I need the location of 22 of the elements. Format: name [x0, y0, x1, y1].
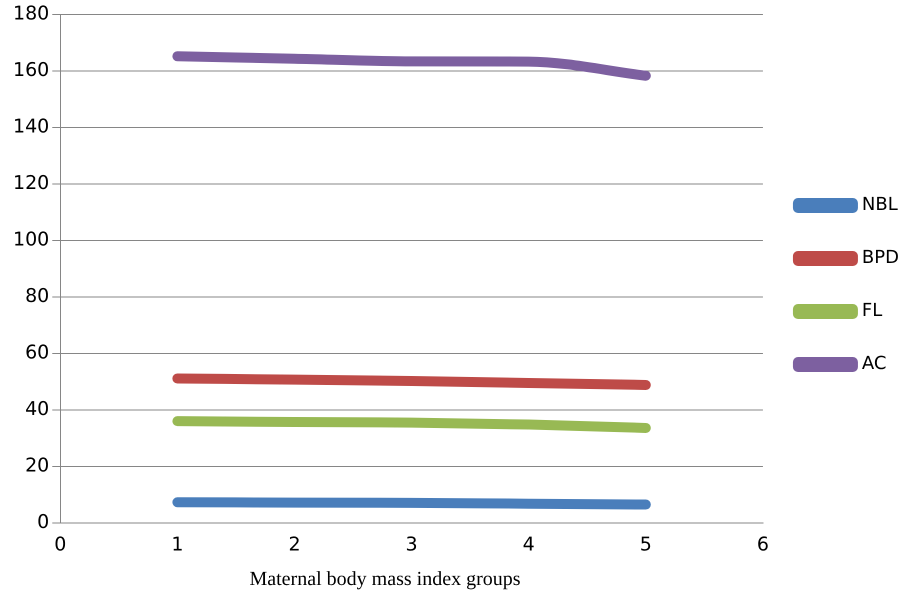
legend-label: FL — [862, 300, 882, 322]
x-tick-label: 2 — [288, 534, 301, 556]
x-tick-label: 5 — [640, 534, 652, 556]
x-tick-label: 6 — [756, 534, 769, 556]
y-tick-label: 60 — [25, 342, 50, 364]
x-tick-label: 0 — [54, 534, 66, 556]
y-tick-label: 80 — [25, 285, 50, 308]
x-axis-title: Maternal body mass index groups — [248, 568, 522, 591]
x-tick-label: 4 — [522, 534, 535, 556]
y-tick-label: 0 — [37, 511, 50, 534]
y-tick-label: 140 — [13, 115, 50, 138]
y-tick-label: 100 — [13, 228, 50, 250]
y-tick-label: 120 — [13, 172, 50, 194]
x-tick-label: 1 — [171, 534, 184, 556]
legend-label: AC — [862, 353, 887, 374]
y-tick-label: 160 — [13, 58, 50, 81]
x-tick-label: 3 — [406, 534, 418, 556]
y-tick-label: 40 — [25, 398, 50, 420]
legend-label: NBL — [862, 194, 898, 216]
legend-label: BPD — [862, 247, 900, 268]
y-tick-label: 180 — [13, 2, 50, 24]
y-tick-label: 20 — [25, 454, 50, 477]
